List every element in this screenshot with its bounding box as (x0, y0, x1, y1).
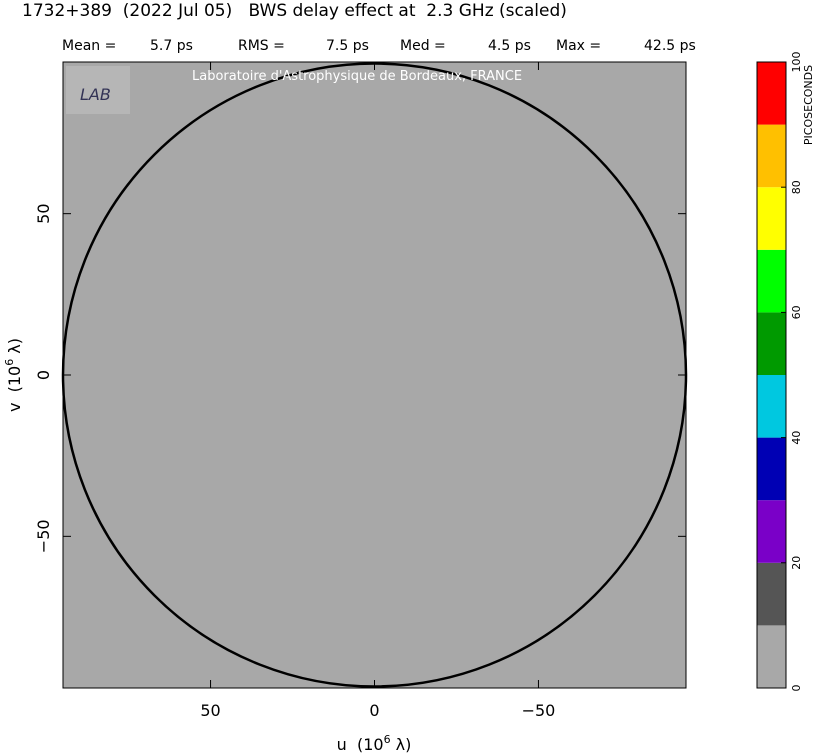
x-axis-label: u (106 λ) (337, 733, 412, 754)
colorbar-frame (756, 61, 787, 689)
colorbar-band (757, 562, 786, 626)
stat-value: 5.7 ps (150, 38, 193, 54)
colorbar-band (757, 375, 786, 438)
colorbar-tick-label: 60 (790, 305, 803, 319)
stat-value: 4.5 ps (488, 38, 531, 54)
colorbar-tick-label: 80 (790, 180, 803, 194)
plot: 50 0 −50 −50 0 50 (34, 61, 688, 720)
colorbar-tick-label: 20 (790, 556, 803, 570)
colorbar-tick-label: 0 (790, 685, 803, 692)
x-tick-label: 0 (369, 701, 379, 720)
stat-label: RMS = (238, 38, 285, 54)
colorbar-band (757, 249, 786, 313)
stat-label: Mean = (62, 38, 116, 54)
stat-value: 42.5 ps (644, 38, 696, 54)
y-label-main: v (10 (5, 366, 24, 412)
stats: Mean = 5.7 ps RMS = 7.5 ps Med = 4.5 ps Max = 4… (62, 38, 696, 54)
y-axis-label: v (106 λ) (3, 338, 24, 412)
logo-text: LAB (80, 85, 111, 104)
stat-label: Max = (556, 38, 601, 54)
x-label-main: u (10 (337, 735, 384, 754)
x-tick-label: 50 (200, 701, 220, 720)
y-tick-label: −50 (34, 519, 53, 553)
colorbar-label: PICOSECONDS (802, 65, 815, 145)
x-tick-label: −50 (522, 701, 556, 720)
y-tick-label: 0 (34, 370, 53, 380)
stat-value: 7.5 ps (326, 38, 369, 54)
colorbar-band (757, 312, 786, 375)
x-label-tail: λ) (391, 735, 412, 754)
watermark: Laboratoire d'Astrophysique de Bordeaux,… (192, 69, 522, 84)
logo (66, 66, 130, 114)
colorbar-band (757, 187, 786, 250)
y-label-tail: λ) (5, 338, 24, 359)
colorbar-tick-label: 40 (790, 431, 803, 445)
colorbar-band (757, 625, 786, 688)
x-label-sup: 6 (384, 733, 391, 746)
colorbar-band (757, 62, 786, 125)
y-tick-label: 50 (34, 203, 53, 223)
colorbar-band (757, 124, 786, 188)
y-label-sup: 6 (3, 359, 16, 366)
chart-title: 1732+389 (2022 Jul 05) BWS delay effect … (22, 1, 567, 21)
colorbar-band (757, 437, 786, 501)
plot-background (63, 62, 686, 688)
colorbar-tick-label: 100 (790, 52, 803, 73)
colorbar-band (757, 500, 786, 563)
stat-label: Med = (400, 38, 446, 54)
